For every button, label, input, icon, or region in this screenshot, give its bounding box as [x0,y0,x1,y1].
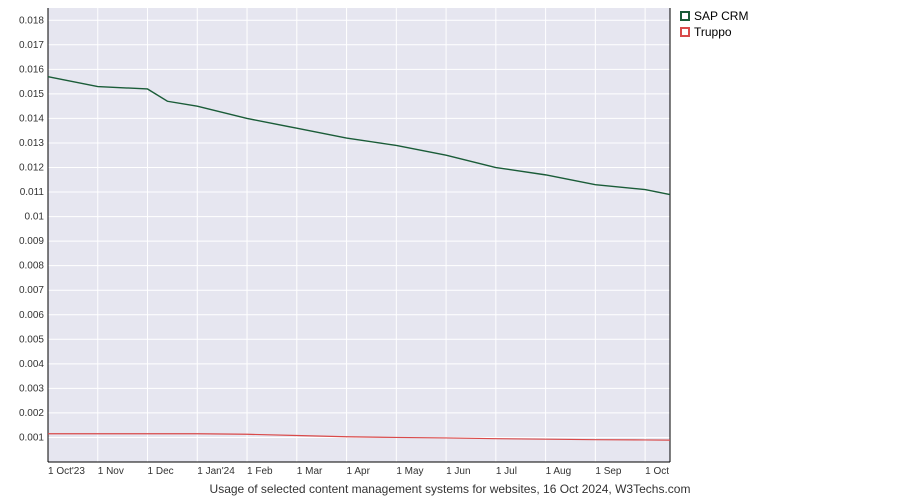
svg-text:0.015: 0.015 [19,89,44,100]
legend: SAP CRMTruppo [680,8,748,40]
svg-text:0.001: 0.001 [19,432,44,443]
svg-text:1 Aug: 1 Aug [546,466,572,477]
legend-swatch [680,11,690,21]
svg-text:1 Oct'23: 1 Oct'23 [48,466,85,477]
legend-item: Truppo [680,24,748,40]
chart-caption: Usage of selected content management sys… [0,482,900,496]
svg-text:0.016: 0.016 [19,64,44,75]
svg-text:0.003: 0.003 [19,383,44,394]
svg-text:0.008: 0.008 [19,261,44,272]
svg-text:1 Mar: 1 Mar [297,466,323,477]
svg-text:1 Jan'24: 1 Jan'24 [197,466,235,477]
svg-text:0.017: 0.017 [19,40,44,51]
svg-text:0.009: 0.009 [19,236,44,247]
line-chart: 0.001 0.002 0.003 0.004 0.005 0.006 0.007 0.008… [0,0,900,500]
svg-text:1 Apr: 1 Apr [347,466,371,477]
svg-text:1 Jul: 1 Jul [496,466,517,477]
svg-text:0.01: 0.01 [25,212,45,223]
svg-text:0.002: 0.002 [19,408,44,419]
svg-text:0.004: 0.004 [19,359,44,370]
svg-text:0.007: 0.007 [19,285,44,296]
svg-text:1 May: 1 May [396,466,423,477]
legend-swatch [680,27,690,37]
svg-text:0.006: 0.006 [19,310,44,321]
svg-text:0.012: 0.012 [19,163,44,174]
svg-text:0.013: 0.013 [19,138,44,149]
svg-text:0.014: 0.014 [19,113,44,124]
svg-text:1 Jun: 1 Jun [446,466,470,477]
svg-text:1 Nov: 1 Nov [98,466,124,477]
svg-text:0.018: 0.018 [19,15,44,26]
svg-text:1 Feb: 1 Feb [247,466,273,477]
svg-text:1 Dec: 1 Dec [148,466,174,477]
svg-text:0.005: 0.005 [19,334,44,345]
svg-text:0.011: 0.011 [20,187,45,198]
legend-label: SAP CRM [694,8,748,24]
legend-item: SAP CRM [680,8,748,24]
svg-text:1 Oct: 1 Oct [645,466,669,477]
legend-label: Truppo [694,24,732,40]
svg-text:1 Sep: 1 Sep [595,466,622,477]
